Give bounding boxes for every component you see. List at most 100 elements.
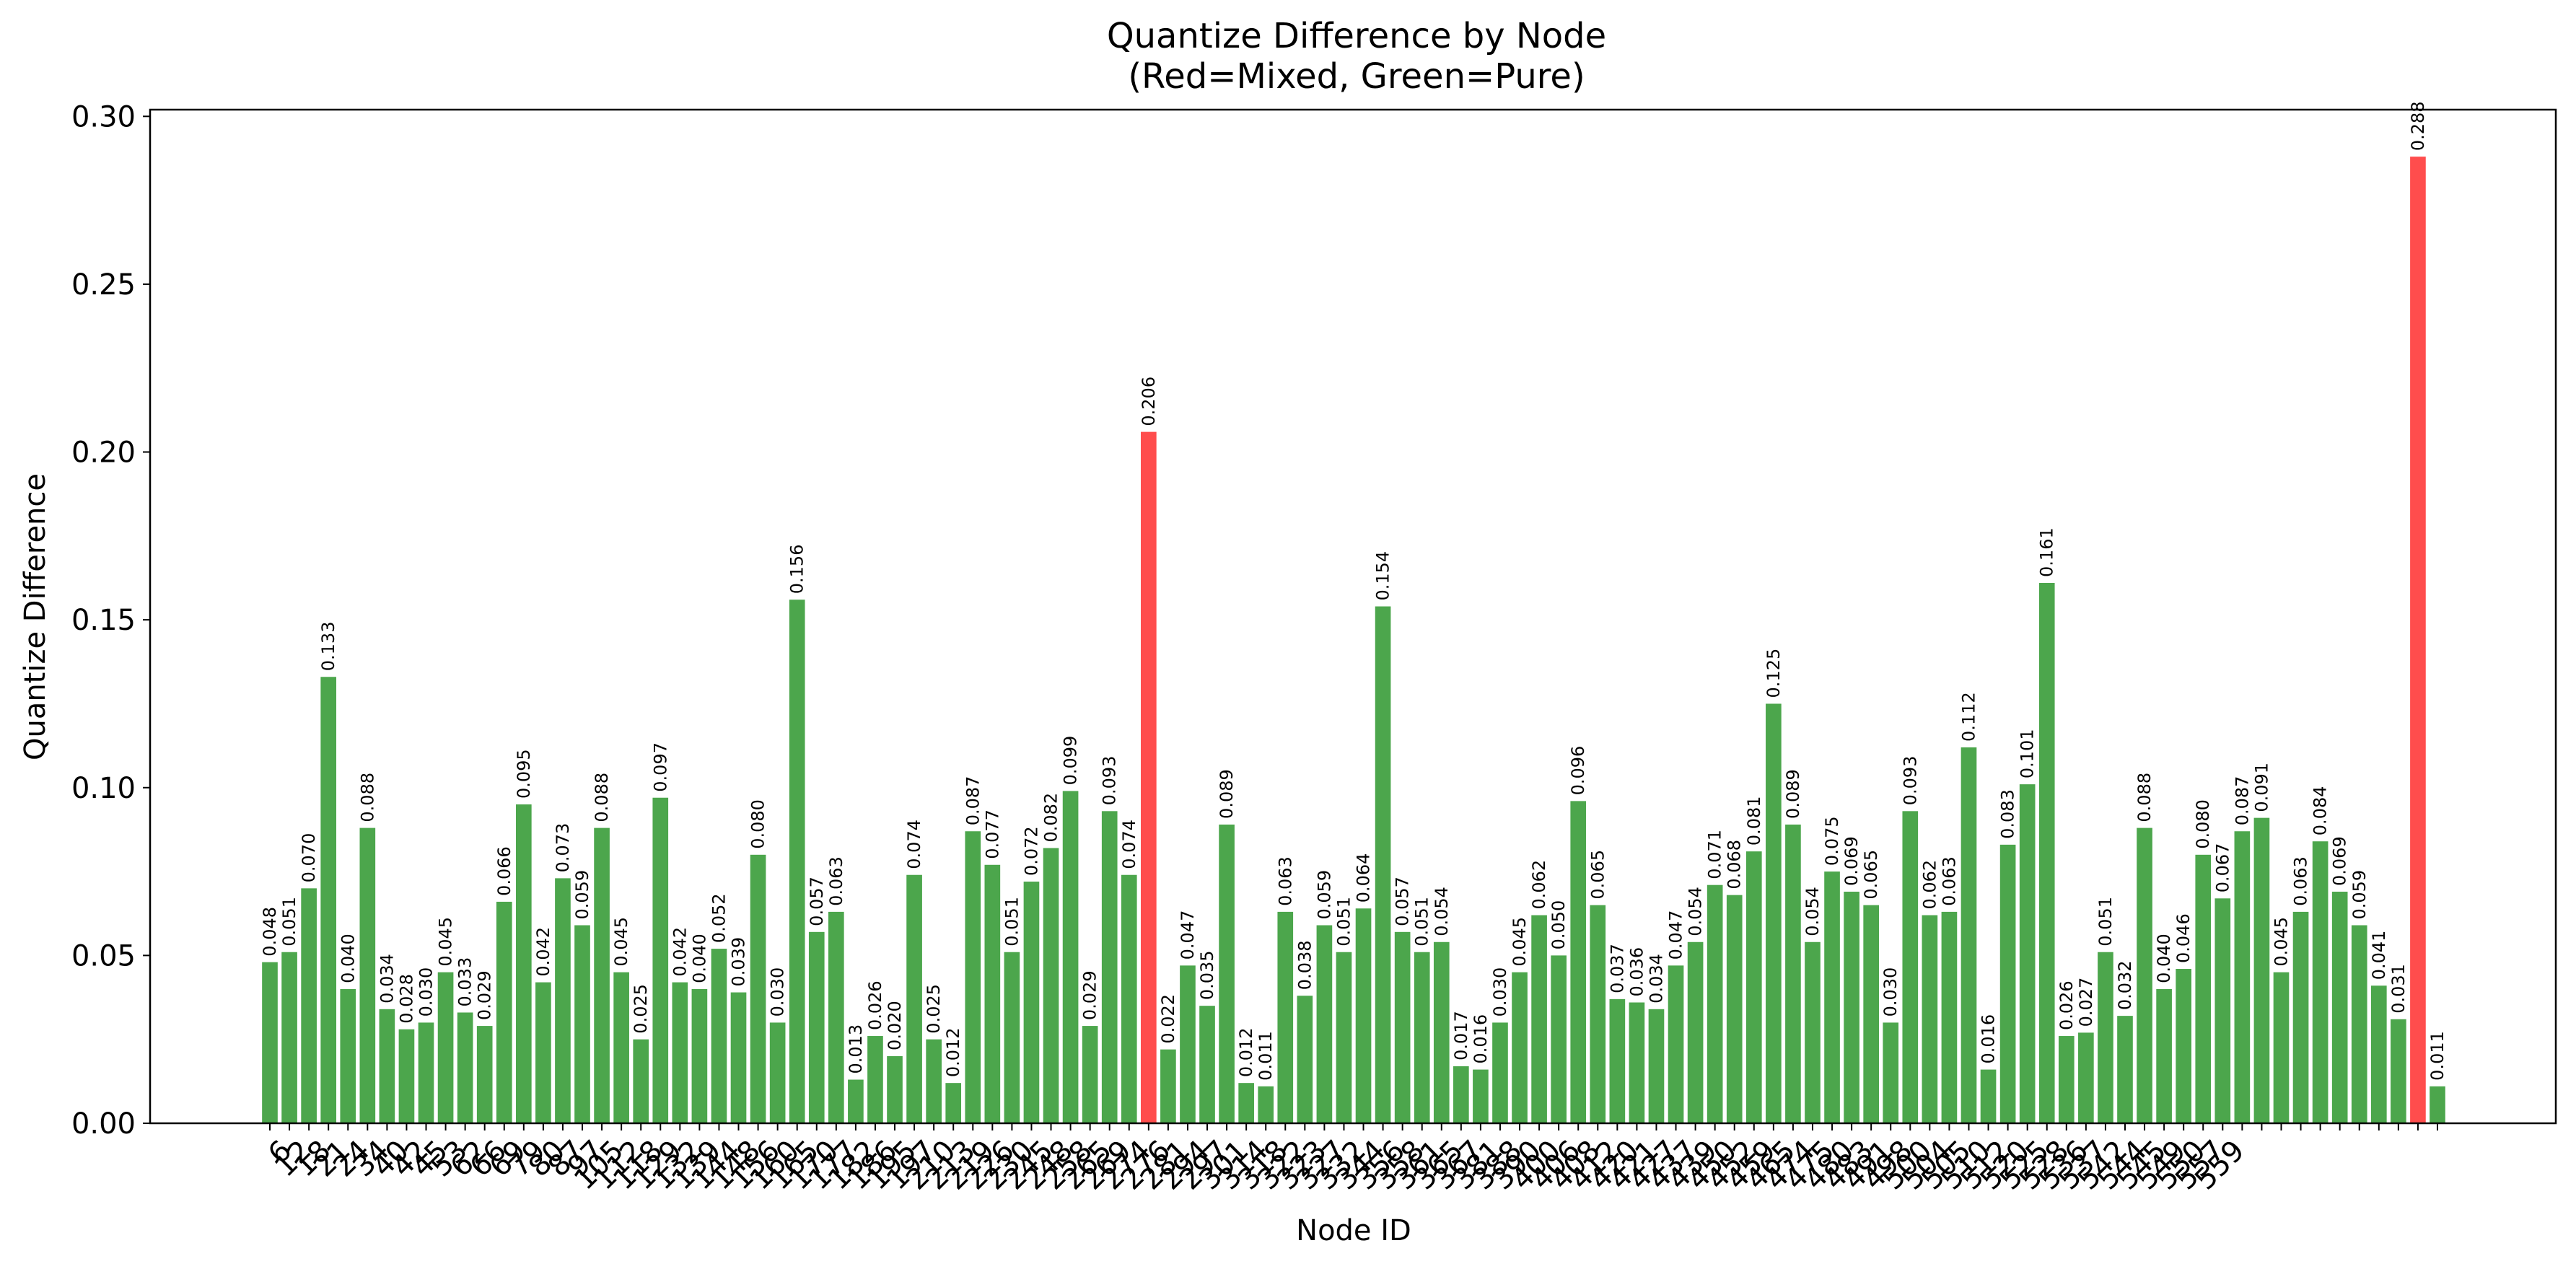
data-label-504: 0.062	[1919, 860, 1940, 910]
bar-undefined	[2331, 891, 2348, 1123]
data-label-112: 0.045	[611, 917, 631, 967]
data-label-182: 0.013	[846, 1024, 866, 1074]
bar-66	[476, 1026, 493, 1123]
y-tick-label-0.15: 0.15	[71, 604, 136, 637]
data-label-400: 0.062	[1529, 860, 1549, 910]
bar-301	[1219, 824, 1235, 1123]
bar-475	[1805, 941, 1821, 1123]
bar-40	[379, 1009, 395, 1123]
bar-45	[418, 1022, 434, 1123]
data-label-210: 0.025	[924, 984, 944, 1034]
bar-6	[262, 962, 278, 1123]
bar-53	[437, 972, 454, 1123]
data-label-367: 0.017	[1451, 1011, 1471, 1061]
data-label-439: 0.054	[1686, 887, 1706, 936]
data-label-165: 0.156	[787, 545, 807, 594]
bar-406	[1551, 955, 1567, 1123]
data-label-498: 0.030	[1880, 967, 1901, 1017]
chart-title: Quantize Difference by Node	[1107, 16, 1606, 56]
bar-318	[1258, 1086, 1274, 1123]
bar-400	[1531, 915, 1547, 1123]
bar-545	[2137, 827, 2152, 1123]
bar-408	[1570, 801, 1587, 1123]
data-label-465: 0.125	[1764, 649, 1784, 698]
data-label-520: 0.083	[1998, 789, 2018, 839]
bar-226	[984, 864, 1001, 1123]
bar-361	[1414, 952, 1430, 1123]
bar-510	[1961, 747, 1977, 1123]
data-label-40: 0.034	[377, 954, 397, 1004]
bar-118	[633, 1039, 649, 1123]
bar-219	[965, 831, 981, 1123]
y-tick-label-0.20: 0.20	[71, 436, 136, 470]
data-label-525: 0.101	[2018, 729, 2038, 778]
data-label-550: 0.046	[2173, 913, 2194, 963]
data-label-62: 0.033	[455, 957, 476, 1007]
bar-69	[496, 901, 512, 1123]
data-label-139: 0.040	[689, 934, 709, 983]
data-label-459: 0.081	[1744, 796, 1764, 846]
bar-276	[1141, 431, 1157, 1123]
data-label-12: 0.051	[279, 897, 299, 947]
data-label-297: 0.035	[1197, 950, 1217, 1000]
y-tick-label-0.00: 0.00	[71, 1107, 136, 1141]
bar-550	[2176, 968, 2191, 1123]
data-label-388: 0.030	[1490, 967, 1510, 1017]
bar-165	[789, 600, 805, 1123]
data-label-170: 0.057	[807, 877, 827, 926]
data-label-294: 0.047	[1178, 910, 1198, 960]
y-axis: 0.00 0.05 0.10 0.15 0.20 0.25 0.30	[71, 100, 150, 1141]
data-label-34: 0.088	[357, 773, 377, 822]
bar-459	[1745, 851, 1762, 1123]
chart-subtitle: (Red=Mixed, Green=Pure)	[1128, 56, 1585, 97]
data-label-356: 0.154	[1373, 551, 1393, 601]
bar-230	[1004, 952, 1020, 1123]
data-label-6: 0.048	[260, 907, 280, 957]
bar-528	[2038, 582, 2055, 1123]
data-label-undefined: 0.045	[2271, 917, 2292, 967]
data-label-475: 0.054	[1802, 887, 1823, 936]
data-label-381: 0.016	[1471, 1014, 1491, 1064]
data-label-450: 0.071	[1705, 830, 1725, 879]
bar-557	[2195, 854, 2212, 1123]
bar-undefined	[2391, 1019, 2406, 1123]
data-label-197: 0.074	[904, 820, 924, 869]
data-label-301: 0.089	[1217, 769, 1237, 819]
bar-248	[1043, 848, 1059, 1123]
x-axis: 6121821243440424553626669798087971051121…	[262, 1123, 2438, 1196]
data-label-195: 0.020	[885, 1001, 905, 1050]
data-label-21: 0.133	[318, 622, 338, 672]
bar-182	[848, 1079, 864, 1123]
bar-500	[1902, 811, 1919, 1123]
data-label-505: 0.063	[1939, 856, 1959, 906]
data-label-549: 0.040	[2154, 934, 2174, 983]
bar-465	[1766, 703, 1782, 1123]
bar-139	[691, 988, 708, 1123]
data-label-156: 0.080	[748, 799, 768, 849]
data-label-500: 0.093	[1900, 756, 1920, 806]
data-label-87: 0.073	[553, 823, 573, 873]
data-label-undefined: 0.091	[2251, 763, 2271, 812]
data-label-45: 0.030	[416, 967, 437, 1017]
bar-undefined	[2351, 925, 2367, 1123]
data-label-512: 0.016	[1979, 1014, 1999, 1064]
bar-210	[926, 1039, 942, 1123]
bar-129	[652, 797, 669, 1123]
bar-197	[906, 874, 922, 1123]
bar-80	[535, 982, 551, 1123]
bar-undefined	[2253, 817, 2270, 1123]
data-label-323: 0.038	[1294, 940, 1315, 990]
data-label-186: 0.026	[865, 980, 885, 1030]
data-label-510: 0.112	[1958, 692, 1979, 742]
data-label-437: 0.047	[1666, 910, 1686, 960]
data-label-276: 0.206	[1139, 377, 1159, 426]
data-label-327: 0.059	[1314, 870, 1334, 920]
bar-421	[1629, 1002, 1645, 1123]
bar-439	[1687, 941, 1704, 1123]
bar-381	[1473, 1069, 1489, 1123]
bar-549	[2156, 988, 2172, 1123]
bar-112	[613, 972, 629, 1123]
data-label-undefined: 0.063	[2291, 856, 2311, 906]
bar-undefined	[2273, 972, 2290, 1123]
data-label-474: 0.089	[1783, 769, 1803, 819]
